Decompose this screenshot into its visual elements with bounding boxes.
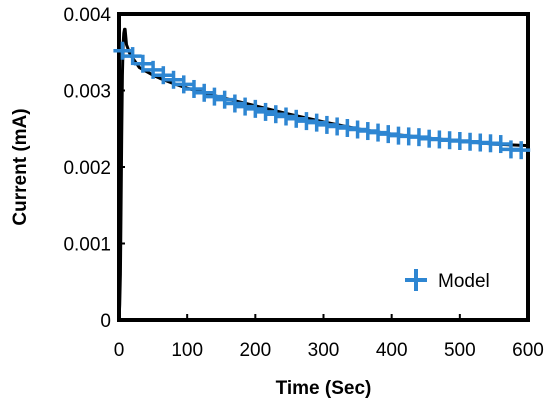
y-tick-label: 0.002 (63, 158, 111, 179)
model-point (184, 79, 203, 98)
model-point (246, 99, 265, 118)
y-axis-ticks: 0 0.001 0.002 0.003 0.004 (63, 5, 125, 332)
model-point (307, 113, 326, 132)
legend: Model (405, 269, 490, 292)
model-point (133, 54, 152, 73)
model-point (195, 83, 214, 102)
model-point (123, 47, 142, 66)
y-tick-label: 0.001 (63, 235, 111, 256)
model-point (512, 141, 531, 160)
model-point (277, 107, 296, 126)
x-tick-label: 100 (171, 340, 203, 361)
x-tick-label: 500 (444, 340, 476, 361)
model-point (236, 97, 255, 116)
x-axis-title: Time (Sec) (276, 378, 372, 399)
y-tick-label: 0.004 (63, 5, 111, 26)
model-point (287, 109, 306, 128)
model-point (164, 70, 183, 89)
model-point (205, 87, 224, 106)
legend-label: Model (438, 271, 490, 292)
model-point (256, 102, 275, 121)
model-point (266, 105, 285, 124)
y-tick-label: 0 (100, 311, 111, 332)
model-point (215, 90, 234, 109)
series-layer (113, 27, 531, 321)
x-tick-label: 600 (512, 340, 544, 361)
x-tick-label: 400 (376, 340, 408, 361)
model-point (144, 60, 163, 79)
model-point (113, 41, 132, 60)
x-axis-ticks: 0 100 200 300 400 500 600 (114, 314, 544, 361)
model-point (154, 66, 173, 85)
y-axis-title: Current (mA) (10, 108, 31, 225)
x-tick-label: 300 (308, 340, 340, 361)
x-tick-label: 0 (114, 340, 125, 361)
model-point (491, 135, 510, 154)
model-point (174, 75, 193, 94)
y-tick-label: 0.003 (63, 82, 111, 103)
model-point (225, 94, 244, 113)
x-tick-label: 200 (239, 340, 271, 361)
